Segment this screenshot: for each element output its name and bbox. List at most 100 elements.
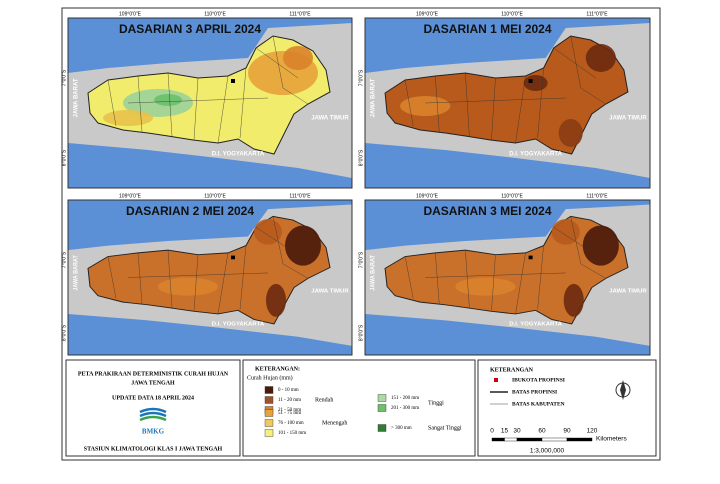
legend-title: KETERANGAN: [255, 366, 300, 372]
scale-segment [504, 437, 518, 442]
panel-frame [67, 199, 353, 356]
logo-wave [139, 411, 167, 418]
legend-group: Sangat Tinggi [428, 425, 462, 431]
lon-label: 110°0'0"E [204, 11, 226, 17]
info-region: JAWA TENGAH [131, 380, 175, 386]
legend-item: 151 - 200 mm [391, 396, 419, 401]
district-border [570, 216, 606, 279]
lat-label: 7°0'0"S [358, 251, 364, 268]
district-border [465, 250, 470, 308]
region-label: D.I. YOGYAKARTA [509, 152, 562, 158]
panel-title: DASARIAN 1 MEI 2024 [423, 22, 551, 36]
district-border [272, 216, 309, 279]
capital-marker [231, 79, 235, 83]
district-border [491, 77, 496, 141]
legend-swatch [264, 409, 274, 417]
scale-segment [516, 437, 543, 442]
rainfall-zone [582, 225, 619, 266]
district-border [435, 75, 440, 133]
rainfall-zone [558, 119, 583, 147]
region-label: JAWA BARAT [74, 78, 80, 117]
capital-marker [528, 79, 533, 83]
rainfall-zone [254, 219, 282, 245]
legend-item: > 300 mm [391, 426, 412, 431]
district-border [491, 254, 496, 312]
rainfall-zone [585, 44, 616, 72]
scale-tick: 90 [563, 428, 571, 435]
symbol-item: BATAS KABUPATEN [512, 401, 565, 407]
legend-item: 11 - 20 mm [278, 398, 301, 403]
rainfall-zone [523, 75, 548, 91]
scale-tick: 0 [490, 428, 494, 435]
lon-label: 111°0'0"E [289, 11, 311, 17]
rainfall-zone [283, 46, 313, 70]
district-border [272, 35, 309, 105]
district-border [537, 245, 544, 310]
scale-unit: Kilometers [596, 436, 627, 443]
district-border [217, 252, 229, 314]
district-border [193, 77, 199, 141]
rainfall-zone [154, 94, 182, 106]
scale-segment [566, 437, 593, 442]
district-border [217, 75, 229, 144]
legend-item: 101 - 150 mm [278, 431, 306, 436]
scale-segment [491, 437, 505, 442]
capital-symbol [494, 378, 498, 382]
lon-label: 109°0'0"E [119, 193, 142, 199]
district-border [570, 35, 606, 105]
panel-frame [364, 199, 651, 356]
district-border [127, 97, 269, 104]
legend-swatch [377, 394, 387, 402]
lon-label: 110°0'0"E [501, 11, 523, 17]
map-panel: JAWA BARAT JAWA TIMUR D.I. YOGYAKARTA [68, 18, 352, 188]
lon-label: 111°0'0"E [586, 193, 608, 199]
symbol-item: IBUKOTA PROPINSI [512, 377, 565, 383]
district-border [537, 67, 544, 139]
capital-marker [231, 255, 235, 260]
panel-frame [364, 17, 651, 189]
lat-label: 8°0'0"S [358, 324, 364, 341]
district-border [553, 47, 596, 79]
district-border [465, 72, 470, 137]
legend-item: 0 - 10 mm [278, 388, 299, 393]
lat-label: 7°0'0"S [61, 251, 67, 268]
district-border [404, 79, 414, 127]
map-panel: JAWA BARAT JAWA TIMUR D.I. YOGYAKARTA [365, 200, 650, 355]
district-border [239, 245, 247, 310]
legend-item: 76 - 100 mm [278, 421, 304, 426]
district-border [127, 272, 269, 278]
rainfall-zone [266, 283, 286, 317]
legend-item: 21 - 50 mm [278, 408, 301, 413]
legend-swatch [377, 404, 387, 412]
lon-label: 110°0'0"E [501, 193, 523, 199]
legend-item: 51 - 75 mm [278, 411, 301, 416]
map-panel: JAWA BARAT JAWA TIMUR D.I. YOGYAKARTA [68, 200, 352, 355]
region-label: D.I. YOGYAKARTA [212, 322, 265, 328]
region-label: JAWA TIMUR [609, 289, 647, 295]
district-border [515, 75, 526, 144]
scale-tick: 30 [513, 428, 521, 435]
legend-swatch [264, 429, 274, 437]
district-border [515, 252, 526, 314]
lon-label: 109°0'0"E [416, 193, 439, 199]
lon-label: 111°0'0"E [586, 11, 608, 17]
panel-title: DASARIAN 2 MEI 2024 [126, 204, 254, 218]
info-station: STASIUN KLIMATOLOGI KLAS I JAWA TENGAH [84, 446, 223, 452]
region-label: D.I. YOGYAKARTA [509, 322, 562, 328]
info-update: UPDATE DATA 18 APRIL 2024 [112, 395, 194, 401]
rainfall-zone [158, 277, 218, 296]
district-border [193, 254, 199, 312]
compass-needle [620, 380, 626, 400]
lon-label: 110°0'0"E [204, 193, 226, 199]
scale-tick: 15 [501, 428, 509, 435]
region-label: JAWA TIMUR [609, 116, 647, 122]
lon-label: 109°0'0"E [119, 11, 142, 17]
district-border [239, 67, 247, 139]
scale-tick: 120 [587, 428, 598, 435]
panel-frame [67, 17, 353, 189]
district-border [137, 252, 143, 304]
capital-marker [528, 255, 533, 260]
lon-label: 109°0'0"E [416, 11, 439, 17]
